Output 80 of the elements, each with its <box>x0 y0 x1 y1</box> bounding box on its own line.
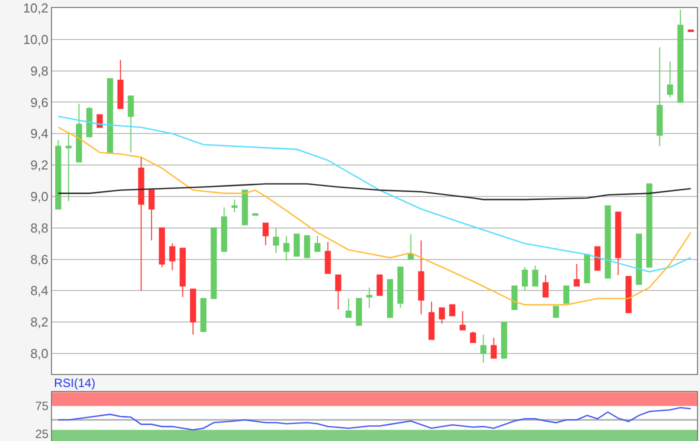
candlestick <box>418 240 424 315</box>
candlestick <box>117 59 124 109</box>
y-tick-label: 9,4 <box>30 126 48 142</box>
candlestick <box>158 227 165 268</box>
candlestick <box>656 46 663 147</box>
line-series <box>58 116 692 272</box>
candlestick <box>480 334 486 364</box>
candlestick <box>314 235 321 252</box>
candlestick <box>262 222 269 246</box>
candlestick <box>231 199 238 213</box>
candlestick <box>511 285 518 310</box>
candlestick <box>148 190 155 241</box>
y-tick-label: 75 <box>35 399 49 414</box>
candlestick <box>180 248 186 298</box>
y-tick-label: 8,8 <box>30 220 48 236</box>
candlestick <box>646 183 652 268</box>
candlestick <box>584 254 590 284</box>
y-tick-label: 25 <box>35 426 49 441</box>
candlestick <box>221 206 228 252</box>
candlestick <box>128 95 134 153</box>
y-tick-label: 9,6 <box>30 94 48 110</box>
candlestick <box>574 263 580 286</box>
chart-title: RSI(14) <box>54 376 96 390</box>
candlestick <box>408 234 414 260</box>
candlestick <box>438 307 445 324</box>
y-tick-label: 9,2 <box>30 158 48 173</box>
candlestick <box>449 304 456 316</box>
candlestick <box>501 322 508 359</box>
candlestick <box>563 285 570 304</box>
y-tick-label: 8,2 <box>30 314 48 330</box>
y-tick-label: 9,8 <box>30 63 48 78</box>
candlestick <box>210 227 217 300</box>
candlestick <box>522 266 528 292</box>
candlestick <box>542 274 549 298</box>
candlestick <box>86 106 92 138</box>
candlestick <box>490 337 497 359</box>
candlestick <box>356 298 362 326</box>
y-tick-label: 10,0 <box>23 32 48 47</box>
y-tick-label: 8,0 <box>30 346 48 362</box>
candlestick <box>460 310 466 330</box>
y-tick-label: 9,0 <box>30 188 48 204</box>
candlestick <box>66 132 72 202</box>
candlestick <box>346 298 352 318</box>
line-series <box>58 183 692 200</box>
candlestick <box>190 288 196 336</box>
candlestick <box>76 103 82 162</box>
candlestick <box>283 235 290 262</box>
y-tick-label: 10,2 <box>23 0 48 16</box>
candlestick <box>272 227 280 254</box>
y-tick-label: 8,6 <box>30 252 48 267</box>
candlestick <box>428 301 435 340</box>
candlestick <box>242 190 248 226</box>
candlestick <box>677 9 684 103</box>
candlestick <box>626 276 632 314</box>
candlestick <box>200 298 206 332</box>
candlestick <box>688 29 694 32</box>
candlestick <box>615 212 622 276</box>
candlestick <box>324 241 331 274</box>
line-series <box>58 406 692 431</box>
candlestick <box>532 265 538 286</box>
candlestick <box>636 234 642 285</box>
candlestick <box>169 243 176 271</box>
candlestick <box>252 213 258 216</box>
candlestick <box>107 78 114 153</box>
candlestick <box>470 330 476 343</box>
candlestick <box>335 274 342 310</box>
candlestick <box>138 156 144 292</box>
candlestick <box>594 246 600 271</box>
candlestick <box>376 274 383 296</box>
candlestick <box>304 235 310 258</box>
candlestick <box>552 306 560 318</box>
candlestick <box>387 279 394 318</box>
candlestick <box>294 234 300 257</box>
candlestick <box>667 60 674 98</box>
line-series <box>58 126 692 306</box>
candlestick <box>397 266 404 308</box>
y-tick-label: 8,4 <box>30 283 48 298</box>
candlestick <box>55 139 62 210</box>
candlestick <box>604 205 611 279</box>
candlestick <box>366 287 372 308</box>
